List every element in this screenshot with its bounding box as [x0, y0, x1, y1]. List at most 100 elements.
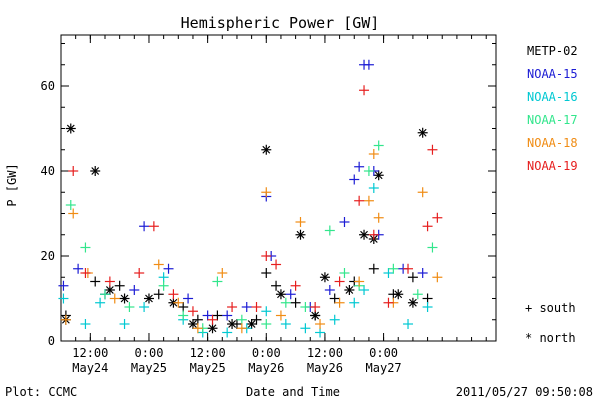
- noaa-15-south-point: [58, 280, 69, 291]
- noaa-16-south-point: [139, 302, 150, 312]
- noaa-19-south-point: [68, 166, 79, 176]
- noaa-16-south-point: [315, 327, 326, 338]
- noaa-18-south-point: [368, 149, 379, 159]
- metp-02-north-point: [310, 310, 321, 321]
- noaa-15-south-point: [349, 174, 360, 185]
- noaa-16-south-point: [80, 319, 91, 329]
- noaa-17-south-point: [412, 289, 423, 300]
- data-markers: [58, 59, 443, 338]
- noaa-16-south-point: [300, 323, 311, 334]
- metp-02-north-point: [119, 293, 130, 304]
- x-tick-date: May25: [190, 361, 226, 375]
- legend-noaa-15: NOAA-15: [527, 67, 578, 81]
- noaa-17-south-point: [212, 276, 223, 287]
- metp-02-south-point: [114, 280, 125, 291]
- noaa-17-south-point: [324, 225, 335, 236]
- x-tick-date: May26: [248, 361, 284, 375]
- noaa-16-south-point: [422, 302, 433, 312]
- noaa-19-south-point: [261, 251, 272, 261]
- noaa-16-south-point: [58, 293, 69, 304]
- noaa-19-south-point: [251, 302, 262, 312]
- y-tick-label: 20: [41, 249, 55, 263]
- noaa-19-south-point: [187, 306, 198, 317]
- noaa-19-south-point: [104, 276, 115, 287]
- metp-02-north-point: [417, 127, 428, 138]
- noaa-18-south-point: [153, 259, 164, 270]
- noaa-16-south-point: [280, 319, 291, 329]
- noaa-17-south-point: [280, 297, 291, 308]
- noaa-17-south-point: [178, 310, 189, 321]
- noaa-16-south-point: [359, 285, 370, 295]
- y-axis: 0 20 40 60: [41, 43, 496, 348]
- x-tick-time: 12:00: [72, 346, 108, 360]
- noaa-15-south-point: [339, 217, 350, 227]
- legend: METP-02 NOAA-15 NOAA-16 NOAA-17 NOAA-18 NOAA-…: [527, 44, 578, 173]
- noaa-19-south-point: [432, 212, 443, 223]
- metp-02-south-point: [290, 297, 301, 308]
- metp-02-north-point: [319, 272, 330, 283]
- noaa-15-south-point: [202, 310, 213, 321]
- noaa-16-south-point: [403, 319, 414, 329]
- metp-02-north-point: [90, 166, 101, 176]
- noaa-16-south-point: [349, 297, 360, 308]
- noaa-18-south-point: [334, 297, 345, 308]
- noaa-19-south-point: [148, 221, 159, 232]
- noaa-18-south-point: [315, 319, 326, 329]
- noaa-17-south-point: [236, 314, 247, 325]
- noaa-17-south-point: [427, 242, 438, 253]
- metp-02-south-point: [90, 276, 101, 287]
- legend-noaa-16: NOAA-16: [527, 90, 578, 104]
- noaa-15-south-point: [139, 221, 150, 232]
- y-tick-label: 60: [41, 79, 55, 93]
- noaa-17-south-point: [65, 200, 76, 210]
- noaa-15-south-point: [183, 293, 194, 304]
- noaa-18-south-point: [173, 297, 184, 308]
- metp-02-south-point: [178, 302, 189, 312]
- noaa-15-south-point: [222, 310, 233, 321]
- noaa-16-south-point: [158, 272, 169, 283]
- marker-legend: + south * north: [525, 301, 576, 345]
- x-tick-date: May26: [307, 361, 343, 375]
- legend-metp-02: METP-02: [527, 44, 578, 58]
- noaa-18-south-point: [354, 276, 365, 287]
- noaa-18-south-point: [261, 187, 272, 198]
- noaa-18-south-point: [60, 314, 71, 325]
- noaa-16-south-point: [329, 314, 340, 325]
- metp-02-south-point: [407, 272, 418, 283]
- x-tick-time: 0:00: [369, 346, 398, 360]
- x-axis-label: Date and Time: [246, 385, 340, 399]
- noaa-15-south-point: [324, 285, 335, 295]
- noaa-17-south-point: [80, 242, 91, 253]
- metp-02-north-point: [344, 285, 355, 295]
- y-axis-label: P [GW]: [5, 163, 19, 206]
- noaa-19-south-point: [227, 302, 238, 312]
- noaa-17-south-point: [339, 268, 350, 278]
- metp-02-north-point: [227, 319, 238, 329]
- noaa-16-south-point: [368, 183, 379, 193]
- noaa-18-south-point: [363, 195, 374, 206]
- metp-02-south-point: [329, 293, 340, 304]
- metp-02-north-point: [104, 285, 115, 295]
- noaa-16-south-point: [95, 297, 106, 308]
- x-tick-time: 12:00: [190, 346, 226, 360]
- legend-noaa-19: NOAA-19: [527, 159, 578, 173]
- metp-02-south-point: [251, 314, 262, 325]
- noaa-16-south-point: [222, 327, 233, 338]
- noaa-18-south-point: [417, 187, 428, 198]
- noaa-19-south-point: [383, 297, 394, 308]
- x-axis: 12:00May240:00May2512:00May250:00May2612…: [60, 35, 487, 375]
- noaa-18-south-point: [109, 293, 120, 304]
- noaa-16-south-point: [119, 319, 130, 329]
- metp-02-north-point: [359, 229, 370, 240]
- noaa-19-south-point: [134, 268, 145, 278]
- noaa-17-south-point: [300, 302, 311, 312]
- metp-02-south-point: [153, 289, 164, 300]
- metp-02-north-point: [65, 123, 76, 134]
- noaa-17-south-point: [261, 319, 272, 329]
- metp-02-north-point: [207, 323, 218, 334]
- chart-title: Hemispheric Power [GW]: [181, 14, 380, 32]
- noaa-18-south-point: [217, 268, 228, 278]
- noaa-19-south-point: [310, 302, 321, 312]
